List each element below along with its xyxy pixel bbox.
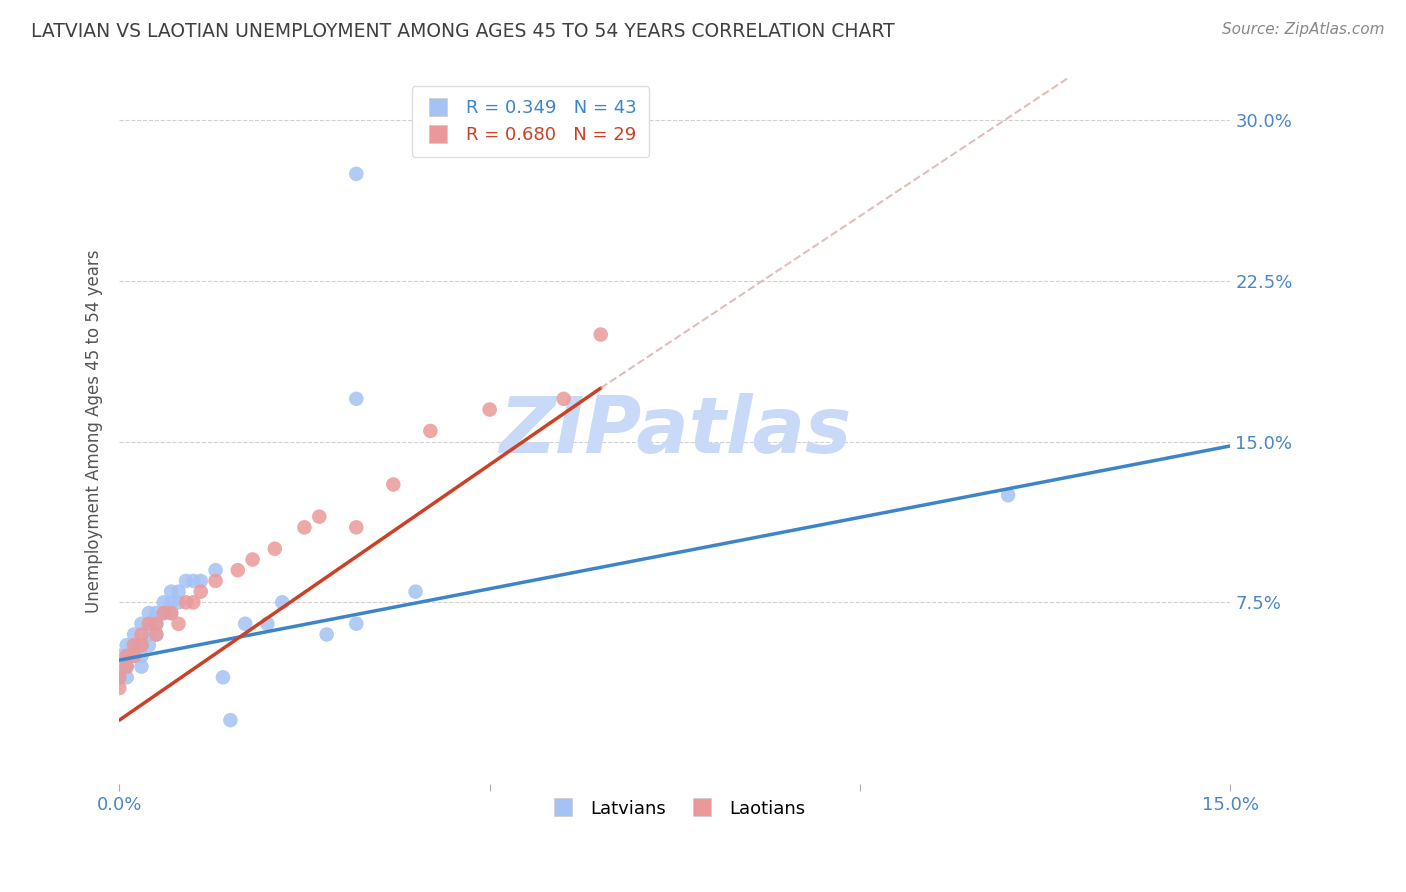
- Point: [160, 606, 183, 620]
- Point: [167, 584, 190, 599]
- Point: [138, 606, 160, 620]
- Point: [233, 616, 256, 631]
- Point: [108, 681, 131, 695]
- Point: [131, 659, 153, 673]
- Text: ZIPatlas: ZIPatlas: [499, 393, 851, 469]
- Point: [122, 648, 145, 663]
- Point: [344, 616, 367, 631]
- Point: [152, 595, 174, 609]
- Point: [478, 402, 501, 417]
- Point: [108, 670, 131, 684]
- Point: [315, 627, 337, 641]
- Point: [131, 616, 153, 631]
- Point: [997, 488, 1019, 502]
- Text: LATVIAN VS LAOTIAN UNEMPLOYMENT AMONG AGES 45 TO 54 YEARS CORRELATION CHART: LATVIAN VS LAOTIAN UNEMPLOYMENT AMONG AG…: [31, 22, 894, 41]
- Point: [108, 670, 131, 684]
- Point: [160, 595, 183, 609]
- Point: [131, 648, 153, 663]
- Point: [138, 616, 160, 631]
- Point: [122, 648, 145, 663]
- Point: [589, 327, 612, 342]
- Point: [160, 606, 183, 620]
- Point: [344, 520, 367, 534]
- Point: [344, 392, 367, 406]
- Point: [308, 509, 330, 524]
- Point: [219, 713, 242, 727]
- Point: [294, 520, 316, 534]
- Point: [115, 648, 138, 663]
- Point: [138, 627, 160, 641]
- Point: [131, 638, 153, 652]
- Point: [271, 595, 294, 609]
- Point: [145, 627, 167, 641]
- Text: Source: ZipAtlas.com: Source: ZipAtlas.com: [1222, 22, 1385, 37]
- Point: [183, 595, 205, 609]
- Point: [190, 574, 212, 588]
- Point: [152, 606, 174, 620]
- Legend: Latvians, Laotians: Latvians, Laotians: [537, 792, 813, 825]
- Point: [122, 638, 145, 652]
- Point: [344, 167, 367, 181]
- Point: [115, 648, 138, 663]
- Point: [122, 627, 145, 641]
- Point: [263, 541, 285, 556]
- Point: [138, 638, 160, 652]
- Point: [212, 670, 235, 684]
- Point: [115, 638, 138, 652]
- Point: [122, 638, 145, 652]
- Point: [145, 627, 167, 641]
- Point: [190, 584, 212, 599]
- Point: [145, 606, 167, 620]
- Point: [167, 595, 190, 609]
- Point: [204, 563, 226, 577]
- Point: [138, 616, 160, 631]
- Point: [382, 477, 405, 491]
- Point: [131, 627, 153, 641]
- Point: [174, 574, 197, 588]
- Point: [405, 584, 427, 599]
- Point: [152, 606, 174, 620]
- Point: [145, 616, 167, 631]
- Point: [174, 595, 197, 609]
- Point: [553, 392, 575, 406]
- Point: [108, 659, 131, 673]
- Point: [183, 574, 205, 588]
- Point: [419, 424, 441, 438]
- Y-axis label: Unemployment Among Ages 45 to 54 years: Unemployment Among Ages 45 to 54 years: [86, 249, 103, 613]
- Point: [145, 616, 167, 631]
- Point: [131, 638, 153, 652]
- Point: [160, 584, 183, 599]
- Point: [242, 552, 264, 566]
- Point: [226, 563, 249, 577]
- Point: [115, 659, 138, 673]
- Point: [115, 670, 138, 684]
- Point: [204, 574, 226, 588]
- Point: [167, 616, 190, 631]
- Point: [108, 648, 131, 663]
- Point: [256, 616, 278, 631]
- Point: [115, 659, 138, 673]
